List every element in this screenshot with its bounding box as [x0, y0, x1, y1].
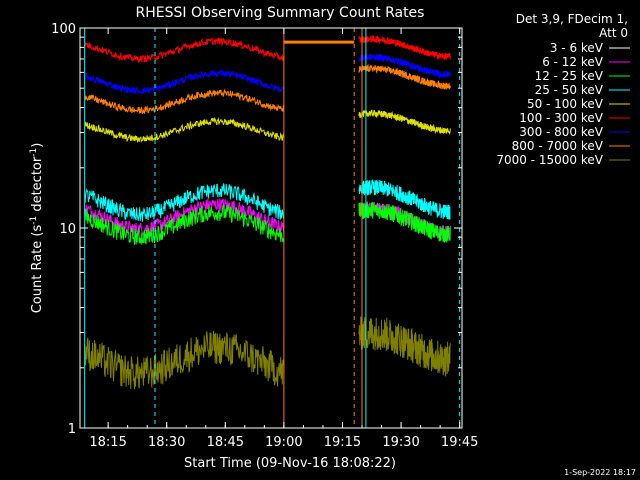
series-8	[84, 316, 451, 390]
series-7-segment-0	[84, 88, 285, 115]
series-3-segment-0	[84, 183, 285, 222]
series-6-segment-1	[358, 53, 451, 80]
legend-header-2: Att 0	[599, 26, 628, 40]
y-tick-label-2: 100	[51, 22, 76, 37]
series-5	[84, 34, 451, 63]
legend-label-3: 25 - 50 keV	[535, 83, 604, 97]
legend-header-1: Det 3,9, FDecim 1,	[516, 12, 628, 26]
axes: 18:15 18:30 18:45 19:00 19:15 19:30 19:45 1 10 10…	[51, 22, 478, 450]
x-tick-label-0: 18:15	[89, 435, 126, 450]
series-7	[84, 63, 451, 115]
series-3-segment-1	[358, 179, 451, 220]
x-tick-label-5: 19:30	[382, 435, 419, 450]
y-axis-label-mid: detector	[30, 156, 45, 216]
x-tick-label-1: 18:30	[148, 435, 185, 450]
x-tick-label-2: 18:45	[207, 435, 244, 450]
legend-label-4: 50 - 100 keV	[527, 97, 604, 111]
legend-label-7: 800 - 7000 keV	[512, 139, 604, 153]
series-6-segment-0	[84, 68, 284, 95]
chart-title: RHESSI Observing Summary Count Rates	[136, 5, 425, 21]
plot-area	[84, 28, 461, 428]
series-4	[84, 109, 451, 144]
series-2	[84, 201, 451, 245]
x-tick-label-4: 19:15	[324, 435, 361, 450]
footer-date: 1-Sep-2022 18:17	[564, 468, 636, 477]
x-tick-label-3: 19:00	[265, 435, 302, 450]
y-axis-label-sup2: -1	[29, 148, 39, 157]
series-6	[84, 53, 451, 95]
series-0-segment-0	[84, 241, 285, 293]
legend-label-2: 12 - 25 keV	[535, 69, 604, 83]
series-0-segment-1	[358, 245, 451, 297]
x-axis-label: Start Time (09-Nov-16 18:08:22)	[184, 456, 396, 471]
legend-label-0: 3 - 6 keV	[550, 41, 604, 55]
legend-label-8: 7000 - 15000 keV	[496, 153, 603, 167]
series-5-segment-0	[84, 37, 285, 63]
series-8-segment-1	[358, 316, 451, 377]
series-8-segment-0	[84, 330, 285, 390]
series-0	[84, 241, 451, 297]
series-4-segment-1	[358, 109, 451, 135]
series-5-segment-1	[358, 34, 451, 61]
y-axis-label-sup1: -1	[29, 216, 39, 225]
series-3	[84, 179, 451, 222]
legend-label-1: 6 - 12 keV	[542, 55, 604, 69]
y-axis-label: Count Rate (s-1 detector-1)	[29, 143, 45, 314]
y-tick-label-0: 1	[68, 422, 76, 437]
series-2-segment-1	[358, 201, 451, 243]
x-tick-label-6: 19:45	[441, 435, 478, 450]
y-axis-label-end: )	[30, 143, 45, 148]
legend-label-6: 300 - 800 keV	[519, 125, 603, 139]
series-7-segment-1	[358, 63, 451, 91]
series-4-segment-0	[84, 116, 285, 144]
y-axis-label-main: Count Rate (s	[30, 225, 45, 314]
series-2-segment-0	[84, 204, 285, 245]
y-tick-label-1: 10	[59, 222, 76, 237]
legend-label-5: 100 - 300 keV	[519, 111, 603, 125]
